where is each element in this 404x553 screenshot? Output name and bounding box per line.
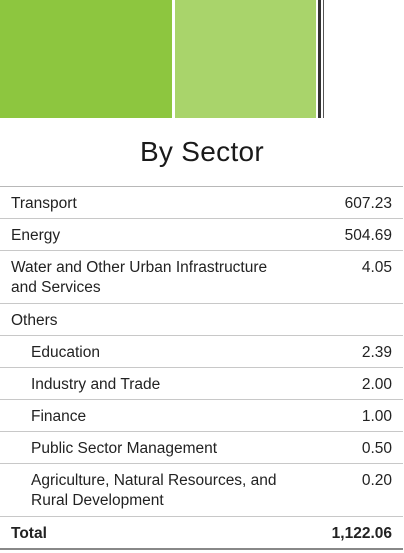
- row-value: 2.39: [293, 335, 403, 368]
- banner-green-block-dark: [0, 0, 172, 118]
- table-row: Transport 607.23: [0, 186, 403, 219]
- row-label: Finance: [0, 399, 293, 432]
- table-row: Education 2.39: [0, 335, 403, 368]
- total-label: Total: [0, 516, 293, 550]
- table-row: Agriculture, Natural Resources, and Rura…: [0, 463, 403, 517]
- row-value: 1.00: [293, 399, 403, 432]
- total-value: 1,122.06: [293, 516, 403, 550]
- table-row: Energy 504.69: [0, 218, 403, 251]
- row-label: Transport: [0, 186, 293, 219]
- row-label: Education: [0, 335, 293, 368]
- table-row: Water and Other Urban Infrastructure and…: [0, 250, 403, 304]
- banner-divider-thin: [323, 0, 324, 118]
- table-row: Industry and Trade 2.00: [0, 367, 403, 400]
- row-value: [293, 303, 403, 336]
- row-value: 504.69: [293, 218, 403, 251]
- row-label: Public Sector Management: [0, 431, 293, 464]
- row-value: 607.23: [293, 186, 403, 219]
- banner-green-block-light: [175, 0, 316, 118]
- row-value: 0.20: [293, 463, 403, 517]
- table-row: Public Sector Management 0.50: [0, 431, 403, 464]
- row-label: Agriculture, Natural Resources, and Rura…: [0, 463, 293, 517]
- row-label: Others: [0, 303, 293, 336]
- sector-table: Transport 607.23 Energy 504.69 Water and…: [0, 186, 403, 550]
- row-value: 2.00: [293, 367, 403, 400]
- header-banner: [0, 0, 404, 118]
- row-label: Water and Other Urban Infrastructure and…: [0, 250, 293, 304]
- page-title: By Sector: [139, 136, 265, 167]
- row-value: 0.50: [293, 431, 403, 464]
- row-label: Energy: [0, 218, 293, 251]
- banner-divider-thick: [318, 0, 321, 118]
- row-value: 4.05: [293, 250, 403, 304]
- row-label: Industry and Trade: [0, 367, 293, 400]
- table-row-group-header: Others: [0, 303, 403, 336]
- table-row: Finance 1.00: [0, 399, 403, 432]
- table-total-row: Total 1,122.06: [0, 516, 403, 550]
